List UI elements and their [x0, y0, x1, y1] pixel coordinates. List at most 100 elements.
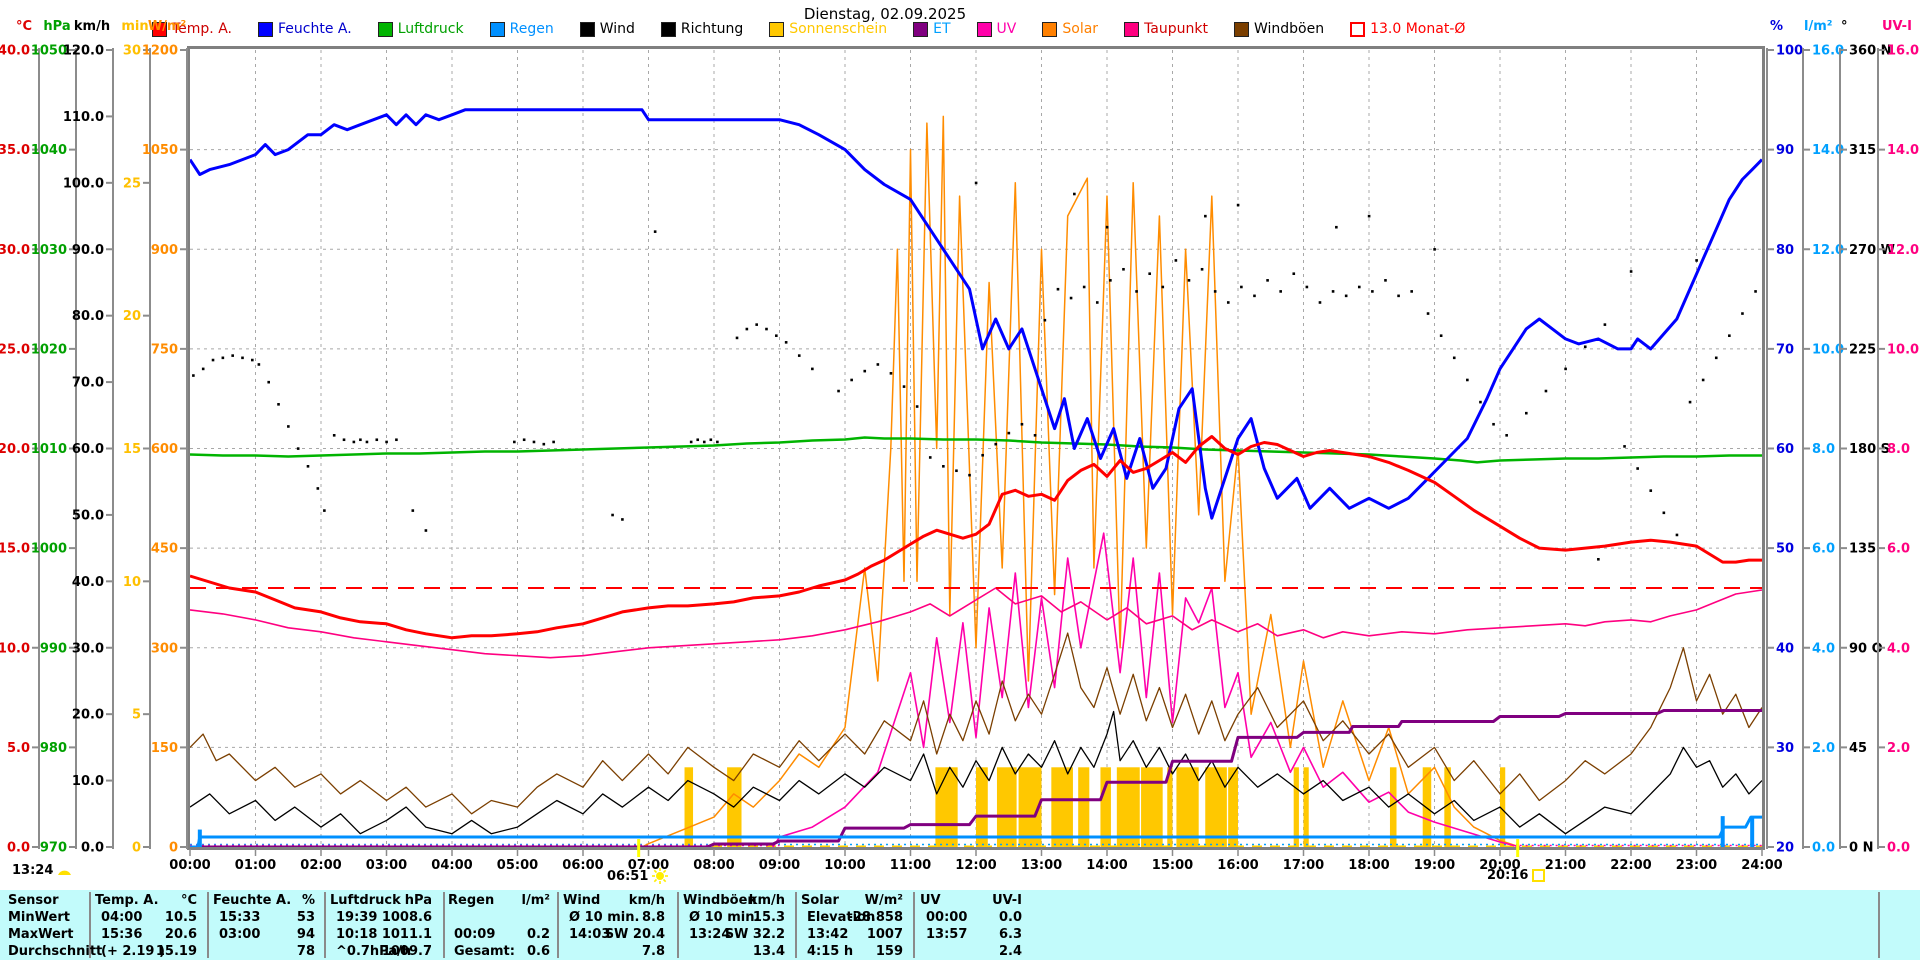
- axis-sun-tick-label: 0: [132, 841, 141, 856]
- stats-group-unit: l/m²: [521, 893, 550, 908]
- axis-press-tick-label: 1020: [31, 342, 67, 357]
- axis-hum-tick-label: 40: [1776, 641, 1794, 656]
- daylight-icon: [58, 870, 72, 875]
- legend-item-feuchte: Feuchte A.: [258, 21, 352, 37]
- x-axis-label: 12:00: [955, 858, 996, 873]
- series-taupunkt: [189, 587, 1763, 659]
- stats-separator: [89, 892, 91, 958]
- x-axis-label: 03:00: [366, 858, 407, 873]
- axis-wind-tick-label: 120.0: [63, 44, 104, 59]
- axis-wind-tick-label: 0.0: [81, 841, 104, 856]
- axis-uv-tick-label: 8.0: [1887, 442, 1910, 457]
- series-solar: [641, 115, 1520, 848]
- legend-label-monat: 13.0 Monat-Ø: [1370, 21, 1466, 37]
- x-axis-label: 10:00: [824, 858, 865, 873]
- stats-group-name: Luftdruck: [330, 893, 401, 908]
- axis-header-hum: %: [1770, 19, 1784, 34]
- stats-min-time: Elevation: [807, 910, 876, 925]
- stats-max-value: 94: [296, 927, 315, 942]
- legend-item-taupunkt: Taupunkt: [1124, 21, 1208, 37]
- stats-group-name: Temp. A.: [95, 893, 159, 908]
- stats-group-name: Windböen: [683, 893, 757, 908]
- stats-group-unit: W/m²: [864, 893, 903, 908]
- stats-max-value: 6.3: [998, 927, 1022, 942]
- axis-uv-tick-label: 10.0: [1887, 342, 1919, 357]
- axis-uv-tick-label: 12.0: [1887, 243, 1919, 258]
- axis-wind-tick-label: 40.0: [72, 575, 104, 590]
- stats-min-time: Ø 10 min.: [689, 910, 760, 925]
- axis-solar-tick-label: 600: [151, 442, 178, 457]
- axis-press-tick-label: 1040: [31, 143, 67, 158]
- stats-min-value: -28.858: [847, 910, 903, 925]
- stats-max-value: SW 20.4: [604, 927, 665, 942]
- stats-separator: [557, 892, 559, 958]
- legend-item-monat: 13.0 Monat-Ø: [1350, 21, 1465, 37]
- stats-avg-value: 7.8: [641, 944, 665, 959]
- axis-wind-tick-label: 80.0: [72, 309, 104, 324]
- series-layer: [189, 108, 1764, 848]
- axis-solar-tick-label: 300: [151, 641, 178, 656]
- axis-wind-tick-label: 70.0: [72, 376, 104, 391]
- axis-hum-tick-label: 80: [1776, 243, 1794, 258]
- legend-item-temp: Temp. A.: [152, 21, 232, 37]
- x-axis-label: 15:00: [1152, 858, 1193, 873]
- sunrise-marker: 06:51: [607, 868, 669, 884]
- legend-label-temp: Temp. A.: [172, 21, 232, 37]
- legend-label-wind: Wind: [599, 21, 635, 37]
- legend-swatch-monat: [1350, 21, 1366, 37]
- axis-deg-tick-label: 90 O: [1849, 641, 1883, 656]
- axis-temp-tick-label: 15.0: [0, 542, 30, 557]
- legend-label-uv: UV: [996, 21, 1017, 37]
- axis-wind: 120.0 110.0 100.0 90.0 80.0 70.0 60.0 50.0 40.0 3…: [63, 44, 114, 856]
- stats-max-time: 14:03: [569, 927, 611, 942]
- axis-hum-tick-label: 60: [1776, 442, 1794, 457]
- legend-label-windboeen: Windböen: [1253, 21, 1325, 37]
- legend-item-uv: UV: [976, 21, 1017, 37]
- series-windb-en: [189, 632, 1763, 815]
- stats-max-value: 20.6: [164, 927, 197, 942]
- axis-hum-tick-label: 70: [1776, 342, 1794, 357]
- axis-press-tick-label: 1050: [31, 44, 67, 59]
- axis-header-wind: km/h: [73, 19, 111, 34]
- x-axis-label: 08:00: [693, 858, 734, 873]
- stats-max-value: 1011.1: [381, 927, 432, 942]
- chart-canvas: 40.035.030.025.020.015.010.05.00.0105010…: [0, 44, 1919, 874]
- sunrise-sun-icon: [652, 868, 669, 884]
- stats-group-name: Regen: [448, 893, 495, 908]
- legend-swatch-wind: [579, 21, 595, 37]
- stats-separator: [1878, 892, 1880, 958]
- stats-avg-time: ^0.7hPa/h: [336, 944, 412, 959]
- stats-avg-value: 78: [296, 944, 315, 959]
- stats-separator: [207, 892, 209, 958]
- x-axis-label: 24:00: [1741, 858, 1782, 873]
- legend-label-feuchte: Feuchte A.: [278, 21, 352, 37]
- legend-swatch-richtung: [660, 21, 676, 37]
- stats-avg-value: 2.4: [998, 944, 1022, 959]
- sunrise-time: 06:51: [607, 868, 649, 884]
- legend-swatch-solar: [1042, 21, 1058, 37]
- axis-solar-tick-label: 450: [151, 542, 178, 557]
- axis-wind-tick-label: 100.0: [63, 176, 104, 191]
- axis-sun-tick-label: 25: [123, 176, 141, 191]
- legend-label-richtung: Richtung: [680, 21, 744, 37]
- stats-avg-value: 1009.7: [381, 944, 432, 959]
- stats-max-time: 13:42: [807, 927, 849, 942]
- stats-group-name: Wind: [563, 893, 601, 908]
- x-axis-label: 21:00: [1545, 858, 1586, 873]
- axis-sun-tick-label: 15: [123, 442, 141, 457]
- axis-rain-tick-label: 0.0: [1812, 841, 1835, 856]
- axis-rain-tick-label: 16.0: [1812, 44, 1844, 59]
- axis-solar-tick-label: 900: [151, 243, 178, 258]
- stats-row-label: MinWert: [8, 910, 70, 925]
- stats-min-value: 1008.6: [381, 910, 432, 925]
- stats-min-time: 00:00: [926, 910, 968, 925]
- stats-row-label: Durchschnitt: [8, 944, 103, 959]
- legend-swatch-et: [913, 21, 929, 37]
- axis-wind-tick-label: 30.0: [72, 641, 104, 656]
- stats-min-time: Ø 10 min.: [569, 910, 640, 925]
- daylight-duration-value: 13:24: [12, 863, 54, 878]
- x-axis-label: 04:00: [431, 858, 472, 873]
- legend-swatch-luftdruck: [377, 21, 393, 37]
- stats-max-time: 10:18: [336, 927, 378, 942]
